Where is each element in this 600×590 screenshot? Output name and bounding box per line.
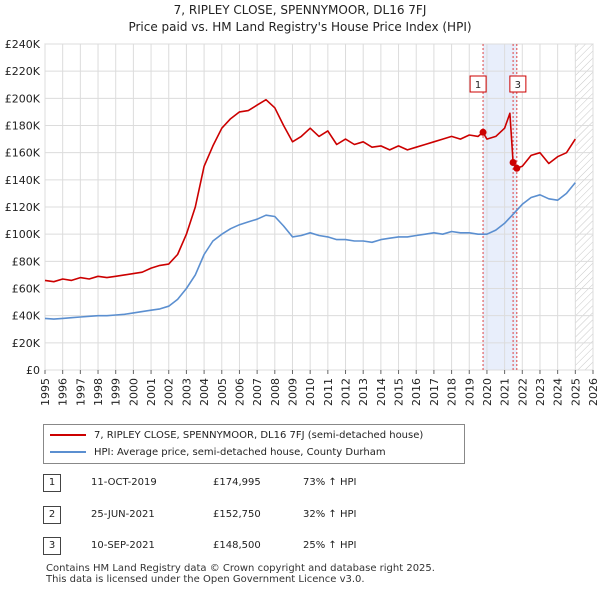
- sale-marker-label: 1: [475, 80, 481, 91]
- transaction-date: 11-OCT-2019: [91, 477, 157, 488]
- transaction-price: £174,995: [213, 477, 261, 488]
- legend-label-hpi: HPI: Average price, semi-detached house,…: [94, 447, 386, 458]
- y-tick-label: £20K: [12, 337, 41, 350]
- x-tick-label: 2002: [163, 378, 176, 406]
- y-tick-label: £60K: [12, 283, 41, 296]
- x-tick-label: 2010: [304, 378, 317, 406]
- sale-point: [479, 128, 487, 136]
- transaction-number: 1: [43, 474, 61, 492]
- x-tick-label: 2008: [269, 378, 282, 406]
- y-tick-label: £120K: [5, 201, 41, 214]
- x-tick-label: 2015: [393, 378, 406, 406]
- y-tick-label: £0: [26, 364, 40, 377]
- hpi-line: [44, 182, 576, 320]
- transaction-date: 10-SEP-2021: [91, 540, 155, 551]
- transaction-hpi: 25% ↑ HPI: [303, 540, 357, 551]
- y-tick-label: £180K: [5, 120, 41, 133]
- sale-marker-box: [509, 75, 527, 93]
- x-tick-label: 2016: [410, 378, 423, 406]
- transaction-hpi: 32% ↑ HPI: [303, 509, 357, 520]
- x-tick-label: 2014: [375, 378, 388, 406]
- sale-marker-box: [469, 75, 487, 93]
- y-tick-label: £40K: [12, 310, 41, 323]
- x-tick-label: 2003: [180, 378, 193, 406]
- x-tick-label: 2004: [198, 378, 211, 406]
- y-tick-label: £140K: [5, 174, 41, 187]
- x-tick-label: 1996: [57, 378, 70, 406]
- x-tick-label: 2001: [145, 378, 158, 406]
- transaction-hpi: 73% ↑ HPI: [303, 477, 357, 488]
- legend-item-hpi: HPI: Average price, semi-detached house,…: [50, 445, 386, 461]
- transaction-price: £148,500: [213, 540, 261, 551]
- legend: 7, RIPLEY CLOSE, SPENNYMOOR, DL16 7FJ (s…: [43, 424, 465, 464]
- transaction-number: 2: [43, 506, 61, 524]
- price-chart: £0 £20K £40K £60K £80K £100K £120K £140K £160K £1…: [5, 38, 600, 406]
- y-tick-label: £80K: [12, 255, 41, 268]
- x-tick-label: 2018: [446, 378, 459, 406]
- y-tick-label: £160K: [5, 147, 41, 160]
- x-tick-label: 2021: [499, 378, 512, 406]
- y-tick-label: £200K: [5, 92, 41, 105]
- x-tick-label: 2013: [357, 378, 370, 406]
- x-tick-label: 2026: [587, 378, 600, 406]
- footer-copyright: Contains HM Land Registry data © Crown c…: [46, 563, 435, 574]
- x-tick-label: 2012: [340, 378, 353, 406]
- chart-title: 7, RIPLEY CLOSE, SPENNYMOOR, DL16 7FJ: [173, 3, 427, 17]
- x-tick-label: 2007: [251, 378, 264, 406]
- x-tick-label: 1997: [74, 378, 87, 406]
- x-tick-label: 2020: [481, 378, 494, 406]
- sale-point: [513, 164, 521, 172]
- property-price-line: [44, 98, 576, 283]
- x-tick-label: 2005: [216, 378, 229, 406]
- x-tick-label: 1999: [110, 378, 123, 406]
- x-tick-label: 2011: [322, 378, 335, 406]
- x-tick-label: 2006: [233, 378, 246, 406]
- x-tick-label: 2000: [127, 378, 140, 406]
- y-tick-label: £100K: [5, 228, 41, 241]
- x-tick-label: 1998: [92, 378, 105, 406]
- sale-marker-label: 3: [515, 80, 521, 91]
- y-tick-label: £220K: [5, 65, 41, 78]
- x-tick-label: 1995: [39, 378, 52, 406]
- x-tick-label: 2009: [286, 378, 299, 406]
- x-tick-label: 2017: [428, 378, 441, 406]
- sale-point: [509, 159, 517, 167]
- transaction-price: £152,750: [213, 509, 261, 520]
- x-tick-label: 2024: [552, 378, 565, 406]
- legend-label-property: 7, RIPLEY CLOSE, SPENNYMOOR, DL16 7FJ (s…: [94, 430, 424, 441]
- legend-swatch-hpi: [50, 451, 86, 453]
- x-tick-label: 2023: [534, 378, 547, 406]
- x-tick-label: 2025: [569, 378, 582, 406]
- transaction-number: 3: [43, 537, 61, 555]
- x-tick-label: 2022: [516, 378, 529, 406]
- x-tick-label: 2019: [463, 378, 476, 406]
- y-tick-label: £240K: [5, 38, 41, 51]
- footer-licence: This data is licensed under the Open Gov…: [46, 574, 365, 585]
- legend-swatch-property: [50, 434, 86, 436]
- chart-subtitle: Price paid vs. HM Land Registry's House …: [128, 20, 472, 34]
- transaction-date: 25-JUN-2021: [91, 509, 155, 520]
- legend-item-property: 7, RIPLEY CLOSE, SPENNYMOOR, DL16 7FJ (s…: [50, 428, 423, 444]
